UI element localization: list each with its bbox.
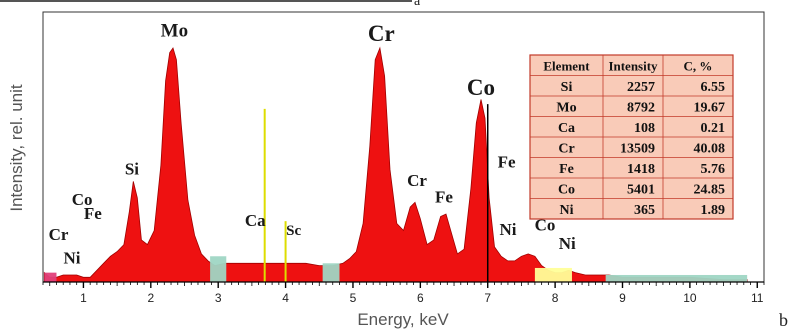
band-teal-0	[210, 256, 227, 282]
peak-label-cr-1: Cr	[368, 21, 395, 46]
peak-label-co-14: Co	[535, 216, 556, 235]
table-cell-2-1: 108	[634, 121, 655, 136]
table-cell-1-2: 19.67	[694, 101, 726, 116]
table-cell-3-0: Cr	[558, 142, 574, 157]
table-cell-2-0: Ca	[558, 121, 575, 136]
peak-label-ni-7: Ni	[63, 248, 80, 267]
table-cell-6-1: 365	[634, 203, 655, 218]
table-cell-0-1: 2257	[627, 80, 655, 95]
peak-label-sc-9: Sc	[286, 223, 301, 239]
table-cell-3-2: 40.08	[694, 142, 726, 157]
peak-label-cr-10: Cr	[407, 171, 427, 190]
x-tick-label-5: 5	[350, 291, 357, 305]
table-cell-1-1: 8792	[627, 101, 655, 116]
band-teal-1	[322, 263, 340, 282]
table-cell-4-2: 5.76	[701, 162, 726, 177]
table-cell-5-2: 24.85	[694, 183, 726, 198]
table-cell-1-0: Mo	[556, 101, 576, 116]
peak-label-co-4: Co	[72, 190, 93, 209]
table-cell-4-1: 1418	[627, 162, 655, 177]
panel-label-b: b	[779, 310, 788, 330]
peak-label-fe-12: Fe	[498, 152, 516, 171]
peak-label-ca-8: Ca	[245, 211, 266, 230]
table-header-1: Intensity	[608, 59, 658, 74]
spectrum-layer	[43, 46, 748, 283]
x-tick-label-3: 3	[215, 291, 222, 305]
x-tick-label-1: 1	[80, 291, 87, 305]
table-cell-0-0: Si	[561, 80, 573, 95]
spectrum-area	[43, 46, 748, 283]
table-cell-5-1: 5401	[627, 183, 655, 198]
table-cell-5-0: Co	[558, 183, 575, 198]
table-header-2: C, %	[684, 59, 713, 74]
x-tick-label-9: 9	[619, 291, 626, 305]
panel-marker-a: a	[414, 0, 421, 9]
x-tick-label-8: 8	[552, 291, 559, 305]
table-cell-6-0: Ni	[560, 203, 574, 218]
x-tick-label-10: 10	[683, 291, 697, 305]
band-yellow-2	[534, 267, 572, 282]
table-header-0: Element	[543, 59, 590, 74]
x-axis-label: Energy, keV	[357, 310, 449, 329]
x-tick-label-11: 11	[751, 291, 764, 305]
peak-label-cr-6: Cr	[49, 225, 69, 244]
composition-table: Element Intensity C, % Si 2257 6.55 Mo 8792 19.6…	[529, 54, 734, 220]
peak-label-mo-0: Mo	[161, 20, 188, 41]
peak-label-fe-5: Fe	[84, 204, 102, 223]
band-pink-4	[44, 272, 57, 282]
table-cell-0-2: 6.55	[701, 80, 726, 95]
peak-label-ni-15: Ni	[559, 234, 576, 253]
x-tick-label-4: 4	[282, 291, 289, 305]
peak-label-fe-11: Fe	[435, 187, 453, 206]
peak-label-ni-13: Ni	[499, 220, 516, 239]
peak-label-co-2: Co	[467, 75, 495, 100]
y-axis-label: Intensity, rel. unit	[7, 84, 26, 212]
x-tick-label-7: 7	[484, 291, 491, 305]
table-cell-4-0: Fe	[559, 162, 574, 177]
table-cell-6-2: 1.89	[701, 203, 726, 218]
table-cell-2-2: 0.21	[701, 121, 726, 136]
x-tick-label-2: 2	[147, 291, 154, 305]
table-cell-3-1: 13509	[620, 142, 655, 157]
x-tick-label-6: 6	[417, 291, 424, 305]
x-axis-ticks: 1 2 3 4 5 6 7 8 9 10 11	[42, 282, 765, 305]
band-teal-3	[605, 274, 748, 282]
peak-label-si-3: Si	[125, 159, 139, 178]
